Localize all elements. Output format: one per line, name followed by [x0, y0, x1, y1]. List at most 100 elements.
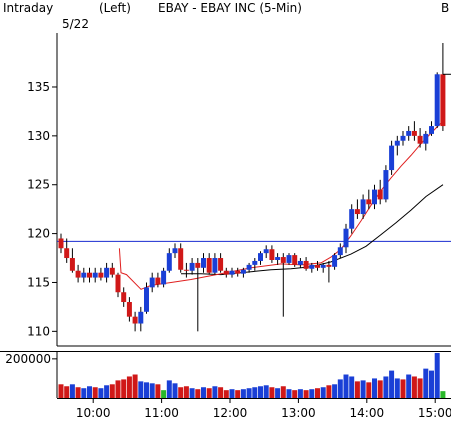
volume-bar — [326, 385, 332, 398]
volume-bar — [252, 387, 258, 398]
candle-body — [240, 269, 246, 274]
volume-bar — [115, 380, 121, 398]
candle-body — [201, 258, 206, 268]
volume-bar — [258, 386, 263, 398]
candle-body — [189, 262, 195, 271]
time-tick-label: 15:00 — [418, 406, 451, 420]
candle-body — [292, 255, 298, 265]
candle-body — [411, 130, 417, 136]
volume-bar — [98, 388, 104, 398]
candle-body — [297, 260, 303, 265]
candle-body — [383, 170, 389, 200]
volume-bar — [406, 374, 412, 398]
candle-body — [126, 302, 132, 317]
volume-bar — [417, 378, 423, 398]
candle-body — [275, 257, 281, 260]
volume-bar — [343, 374, 349, 398]
volume-bar — [121, 379, 127, 398]
candle-body — [349, 209, 355, 229]
candle-body — [109, 267, 115, 275]
candle-body — [309, 264, 315, 269]
candle-body — [406, 130, 412, 136]
candle-body — [75, 270, 81, 278]
candle-body — [354, 209, 360, 215]
candle-body — [206, 258, 212, 273]
candle-body — [400, 135, 406, 141]
volume-bar — [206, 388, 212, 398]
candle-body — [320, 264, 326, 268]
candle-body — [166, 253, 172, 271]
volume-bar — [87, 386, 92, 398]
price-tick-label: 115 — [27, 275, 50, 289]
intraday-label: Intraday — [3, 1, 54, 15]
volume-bar — [246, 388, 252, 398]
candle-body — [252, 260, 258, 265]
candle-body — [343, 228, 349, 248]
candle-body — [372, 189, 377, 205]
volume-bar — [354, 381, 360, 398]
candle-body — [394, 140, 400, 146]
volume-panel: 200000 — [0, 351, 451, 399]
volume-bar — [81, 388, 87, 398]
candle-body — [115, 274, 121, 293]
candle-body — [121, 292, 127, 303]
volume-bar — [138, 381, 144, 398]
price-panel: 110 115 120 125 130 135 — [27, 33, 451, 347]
volume-bar — [297, 389, 303, 398]
price-tick-label: 110 — [27, 324, 50, 338]
candle-body — [332, 255, 338, 267]
volume-bar — [218, 387, 224, 398]
axis-side-label: (Left) — [99, 1, 131, 15]
candle-body — [183, 269, 189, 271]
candle-body — [104, 267, 110, 278]
volume-bar — [303, 390, 309, 398]
candle-body — [144, 287, 149, 312]
volume-bar — [400, 379, 406, 398]
volume-bar — [223, 390, 229, 398]
candle-body — [212, 258, 218, 273]
candle-body — [326, 264, 332, 267]
volume-bar — [104, 385, 110, 398]
volume-bar — [440, 391, 446, 398]
candle-body — [87, 272, 92, 278]
chart-title: EBAY - EBAY INC (5-Min) — [158, 1, 302, 15]
volume-bar — [263, 385, 269, 398]
volume-bar — [183, 386, 189, 398]
time-tick-label: 11:00 — [144, 406, 179, 420]
candle-body — [269, 249, 275, 260]
volume-tick-label: 200000 — [5, 352, 51, 366]
volume-bar — [235, 390, 241, 398]
price-tick-label: 135 — [27, 80, 50, 94]
volume-bar — [360, 380, 366, 398]
candle-body — [58, 238, 64, 249]
volume-bar — [423, 368, 429, 398]
volume-bar — [320, 387, 326, 398]
candle-body — [286, 255, 292, 263]
candle-body — [92, 272, 98, 278]
volume-bar — [349, 376, 355, 398]
candle-body — [246, 264, 252, 270]
volume-bar — [126, 376, 132, 398]
candle-body — [366, 199, 372, 205]
candle-body — [172, 248, 178, 254]
volume-bar — [394, 378, 400, 398]
volume-bar — [149, 383, 155, 398]
volume-bar — [195, 389, 201, 398]
volume-bar — [172, 383, 178, 398]
candle-body — [263, 249, 269, 254]
candle-body — [178, 248, 184, 270]
volume-bar — [429, 370, 434, 398]
time-tick-label: 14:00 — [350, 406, 385, 420]
volume-bar — [58, 384, 64, 398]
volume-bar — [75, 387, 81, 398]
candle-body — [440, 74, 446, 127]
candle-body — [280, 257, 286, 263]
candle-body — [434, 74, 440, 127]
candle-body — [258, 253, 263, 261]
price-tick-label: 125 — [27, 178, 50, 192]
truncated-right-label: B — [441, 1, 450, 15]
candle-body — [81, 272, 87, 278]
candle-body — [155, 277, 161, 285]
volume-bar — [155, 384, 161, 398]
